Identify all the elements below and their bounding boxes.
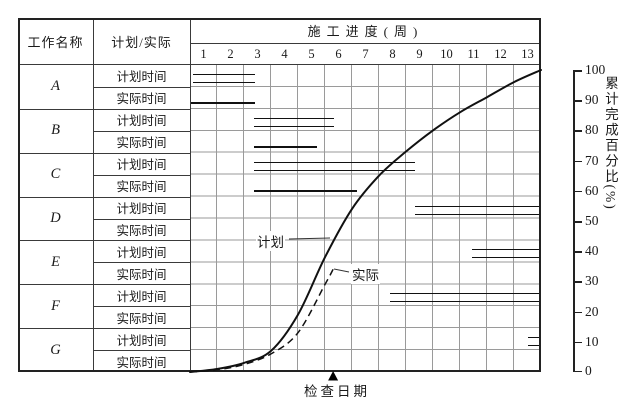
- week-label: 5: [308, 46, 315, 61]
- axis-tick: [573, 100, 582, 102]
- table-outer-border: [18, 18, 541, 372]
- row-type-label: 计划时间: [116, 333, 167, 348]
- sub-row-divider: [93, 218, 190, 220]
- work-name-D: D: [50, 210, 61, 227]
- row-type-label: 计划时间: [116, 114, 167, 129]
- axis-tick-label: 40: [585, 243, 599, 259]
- work-name-C: C: [50, 166, 61, 183]
- week-label: 6: [335, 46, 342, 61]
- sub-row-divider: [93, 130, 190, 132]
- axis-tick: [573, 130, 582, 132]
- axis-tick: [573, 251, 582, 253]
- check-date-label: 检查日期: [304, 384, 370, 399]
- sub-row-divider: [93, 306, 190, 308]
- work-row-divider: [18, 328, 190, 330]
- row-type-label: 实际时间: [116, 180, 167, 195]
- axis-tick: [573, 370, 582, 373]
- axis-tick-label: 90: [585, 92, 599, 108]
- work-name-B: B: [51, 122, 60, 139]
- week-label: 13: [521, 46, 534, 61]
- axis-tick-label: 80: [585, 122, 599, 138]
- row-type-label: 计划时间: [116, 70, 167, 85]
- axis-tick-label: 100: [585, 62, 606, 77]
- plan-curve-label: 计划: [256, 231, 285, 251]
- header-divider: [190, 43, 541, 44]
- work-name-column-header: 工作名称: [27, 35, 84, 50]
- row-type-label: 计划时间: [116, 202, 167, 217]
- work-row-divider: [18, 196, 190, 198]
- axis-tick: [573, 341, 582, 344]
- work-row-divider: [18, 284, 190, 286]
- work-row-divider: [18, 152, 190, 154]
- week-label: 1: [200, 46, 207, 61]
- work-name-F: F: [51, 297, 60, 314]
- work-row-divider: [18, 240, 190, 242]
- axis-tick-label: 20: [585, 303, 599, 319]
- week-label: 4: [281, 46, 288, 61]
- work-name-A: A: [51, 78, 60, 95]
- axis-tick: [573, 311, 582, 314]
- sub-row-divider: [93, 262, 190, 264]
- sub-row-divider: [93, 86, 190, 88]
- row-type-label: 实际时间: [116, 92, 167, 107]
- week-label: 12: [494, 46, 507, 61]
- row-type-label: 计划时间: [116, 289, 167, 304]
- axis-tick: [573, 190, 582, 193]
- axis-tick-label: 60: [585, 182, 599, 198]
- week-label: 10: [440, 46, 453, 61]
- row-type-label: 实际时间: [116, 355, 167, 370]
- axis-tick-label: 50: [585, 213, 599, 228]
- week-label: 7: [362, 46, 369, 61]
- axis-tick: [573, 281, 582, 283]
- week-label: 8: [389, 46, 396, 61]
- axis-tick-label: 10: [585, 333, 599, 349]
- axis-tick-label: 0: [585, 363, 592, 378]
- week-label: 2: [227, 46, 234, 61]
- row-type-label: 实际时间: [116, 267, 167, 282]
- work-name-G: G: [50, 341, 61, 358]
- progress-weeks-header: 施工进度(周): [307, 24, 424, 39]
- row-type-label: 实际时间: [116, 136, 167, 151]
- week-label: 11: [467, 46, 480, 61]
- week-label: 3: [254, 46, 261, 61]
- row-type-label: 实际时间: [116, 223, 167, 238]
- axis-tick-label: 70: [585, 152, 599, 168]
- actual-curve-label: 实际: [351, 264, 380, 284]
- column-divider: [93, 18, 94, 372]
- percent-axis-title: 累计完成百分比(%): [603, 76, 618, 211]
- axis-tick: [573, 70, 582, 72]
- row-type-label: 计划时间: [116, 158, 167, 173]
- header-bottom-divider: [18, 64, 541, 65]
- row-type-label: 实际时间: [116, 311, 167, 326]
- axis-tick-label: 30: [585, 273, 599, 289]
- row-type-label: 计划时间: [116, 245, 167, 260]
- work-name-E: E: [51, 253, 60, 270]
- work-row-divider: [18, 108, 190, 110]
- sub-row-divider: [93, 174, 190, 176]
- sub-row-divider: [93, 350, 190, 352]
- axis-tick: [573, 160, 582, 163]
- plan-actual-column-header: 计划/实际: [111, 35, 172, 50]
- week-label: 9: [416, 46, 423, 61]
- axis-tick: [573, 221, 582, 223]
